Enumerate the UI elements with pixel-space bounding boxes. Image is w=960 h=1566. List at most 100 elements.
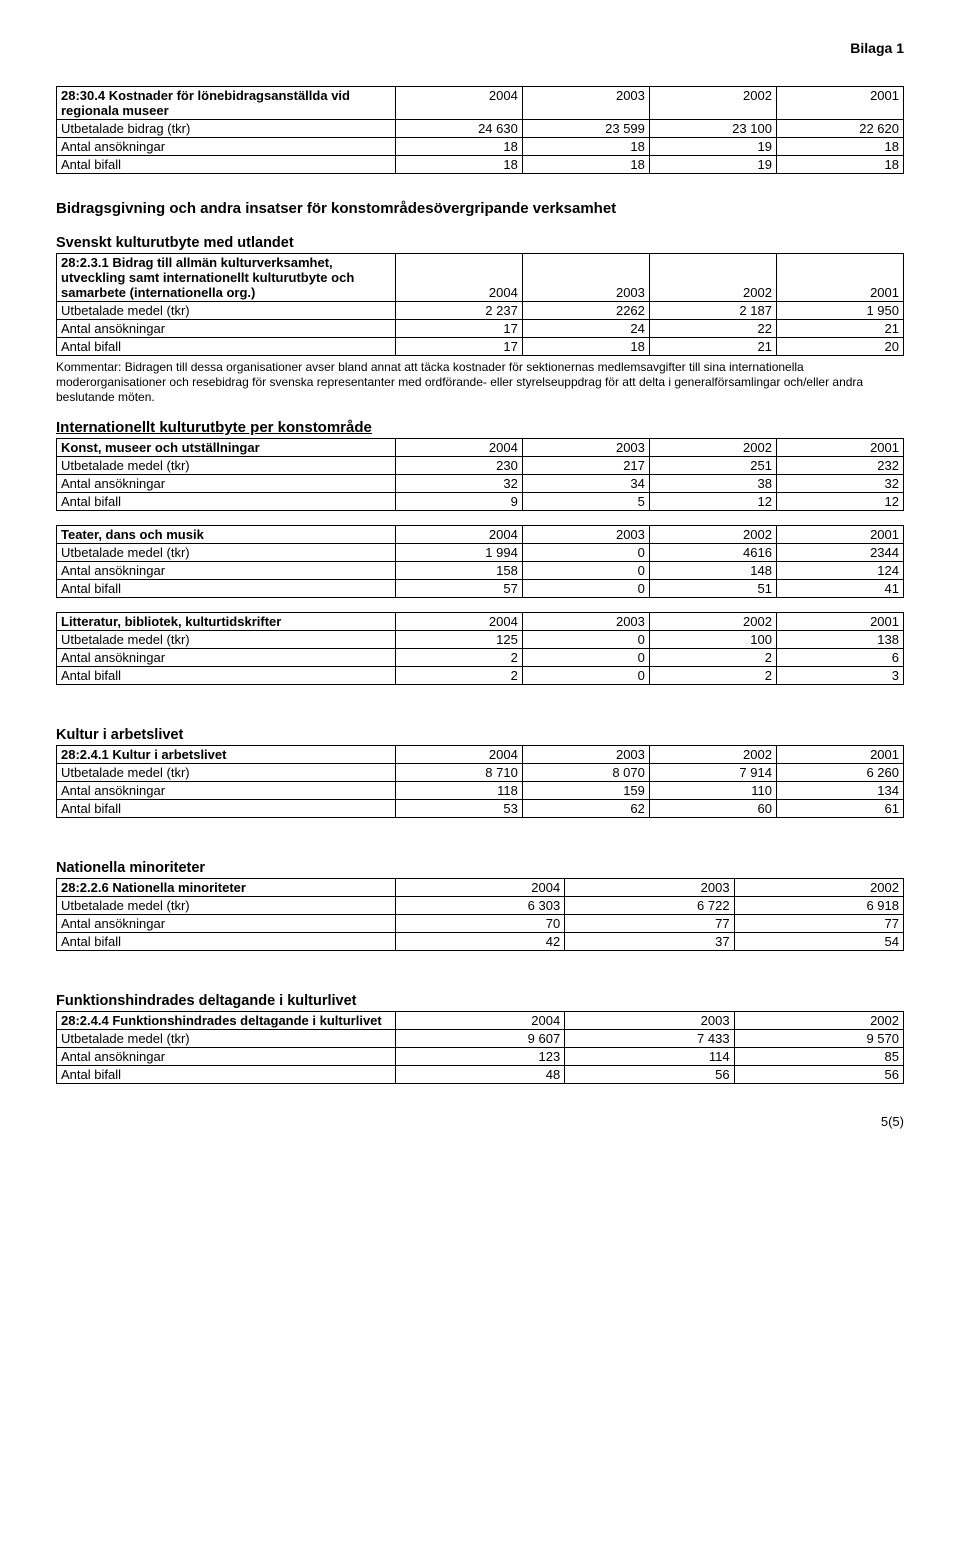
table-row: Antal ansökningar 118 159 110 134 (57, 782, 904, 800)
cell: 60 (649, 800, 776, 818)
cell: 159 (522, 782, 649, 800)
row-label: Utbetalade medel (tkr) (57, 457, 396, 475)
cell: 2 (649, 649, 776, 667)
cell: 32 (395, 475, 522, 493)
cell: 77 (734, 915, 903, 933)
col-year: 2004 (395, 439, 522, 457)
row-label: Antal bifall (57, 338, 396, 356)
col-year: 2001 (776, 254, 903, 302)
table-kultur-arb: 28:2.4.1 Kultur i arbetslivet 2004 2003 … (56, 745, 904, 818)
col-year: 2003 (565, 879, 734, 897)
cell: 8 070 (522, 764, 649, 782)
cell: 56 (565, 1066, 734, 1084)
cell: 12 (776, 493, 903, 511)
cell: 124 (776, 562, 903, 580)
table-head-label: Teater, dans och musik (57, 526, 396, 544)
cell: 114 (565, 1048, 734, 1066)
col-year: 2002 (649, 87, 776, 120)
cell: 85 (734, 1048, 903, 1066)
cell: 22 (649, 320, 776, 338)
cell: 6 260 (776, 764, 903, 782)
cell: 18 (522, 138, 649, 156)
cell: 2 187 (649, 302, 776, 320)
cell: 20 (776, 338, 903, 356)
table-litt: Litteratur, bibliotek, kulturtidskrifter… (56, 612, 904, 685)
col-year: 2004 (395, 87, 522, 120)
row-label: Antal bifall (57, 580, 396, 598)
cell: 18 (776, 156, 903, 174)
table-row: Antal ansökningar 2 0 2 6 (57, 649, 904, 667)
cell: 18 (395, 156, 522, 174)
col-year: 2002 (734, 1012, 903, 1030)
cell: 6 303 (395, 897, 564, 915)
cell: 2 (395, 649, 522, 667)
cell: 51 (649, 580, 776, 598)
table-row: Utbetalade medel (tkr) 1 994 0 4616 2344 (57, 544, 904, 562)
cell: 54 (734, 933, 903, 951)
row-label: Utbetalade medel (tkr) (57, 631, 396, 649)
cell: 18 (776, 138, 903, 156)
cell: 9 (395, 493, 522, 511)
cell: 57 (395, 580, 522, 598)
cell: 123 (395, 1048, 564, 1066)
cell: 48 (395, 1066, 564, 1084)
cell: 1 994 (395, 544, 522, 562)
cell: 19 (649, 138, 776, 156)
cell: 230 (395, 457, 522, 475)
col-year: 2002 (649, 746, 776, 764)
col-year: 2004 (395, 526, 522, 544)
table-row: Utbetalade medel (tkr) 230 217 251 232 (57, 457, 904, 475)
table-row: Antal ansökningar 32 34 38 32 (57, 475, 904, 493)
cell: 62 (522, 800, 649, 818)
table-2831: 28:2.3.1 Bidrag till allmän kulturverksa… (56, 253, 904, 356)
cell: 134 (776, 782, 903, 800)
row-label: Antal ansökningar (57, 915, 396, 933)
col-year: 2004 (395, 879, 564, 897)
col-year: 2002 (649, 526, 776, 544)
row-label: Antal ansökningar (57, 562, 396, 580)
row-label: Utbetalade medel (tkr) (57, 764, 396, 782)
cell: 24 (522, 320, 649, 338)
cell: 53 (395, 800, 522, 818)
col-year: 2004 (395, 1012, 564, 1030)
cell: 148 (649, 562, 776, 580)
page-footer: 5(5) (56, 1114, 904, 1129)
cell: 17 (395, 320, 522, 338)
row-label: Antal ansökningar (57, 1048, 396, 1066)
table-row: Antal bifall 53 62 60 61 (57, 800, 904, 818)
table-row: Antal ansökningar 70 77 77 (57, 915, 904, 933)
cell: 138 (776, 631, 903, 649)
table-row: Antal ansökningar 123 114 85 (57, 1048, 904, 1066)
cell: 251 (649, 457, 776, 475)
cell: 6 (776, 649, 903, 667)
table-konst: Konst, museer och utställningar 2004 200… (56, 438, 904, 511)
table-row: Utbetalade bidrag (tkr) 24 630 23 599 23… (57, 120, 904, 138)
table-row: Utbetalade medel (tkr) 8 710 8 070 7 914… (57, 764, 904, 782)
cell: 158 (395, 562, 522, 580)
cell: 1 950 (776, 302, 903, 320)
col-year: 2002 (649, 254, 776, 302)
col-year: 2003 (522, 526, 649, 544)
cell: 118 (395, 782, 522, 800)
cell: 37 (565, 933, 734, 951)
col-year: 2002 (734, 879, 903, 897)
table-row: Antal bifall 9 5 12 12 (57, 493, 904, 511)
table-head-label: Litteratur, bibliotek, kulturtidskrifter (57, 613, 396, 631)
row-label: Utbetalade medel (tkr) (57, 897, 396, 915)
cell: 2 237 (395, 302, 522, 320)
cell: 7 433 (565, 1030, 734, 1048)
col-year: 2002 (649, 439, 776, 457)
row-label: Antal bifall (57, 1066, 396, 1084)
table-row: Antal ansökningar 18 18 19 18 (57, 138, 904, 156)
cell: 0 (522, 562, 649, 580)
col-year: 2003 (522, 254, 649, 302)
sub-head-kultur-arb: Kultur i arbetslivet (56, 727, 904, 743)
cell: 2 (395, 667, 522, 685)
table-row: Antal bifall 48 56 56 (57, 1066, 904, 1084)
cell: 12 (649, 493, 776, 511)
table-row: Antal ansökningar 158 0 148 124 (57, 562, 904, 580)
page-header: Bilaga 1 (56, 40, 904, 56)
table-head-label: 28:2.4.4 Funktionshindrades deltagande i… (57, 1012, 396, 1030)
col-year: 2004 (395, 613, 522, 631)
cell: 17 (395, 338, 522, 356)
